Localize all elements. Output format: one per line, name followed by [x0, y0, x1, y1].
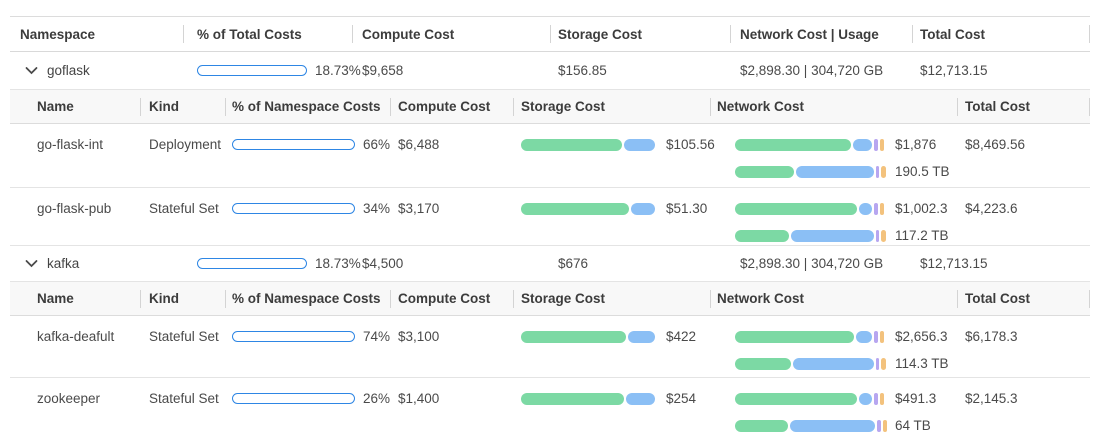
storage-cost-value: $156.85 — [558, 63, 607, 78]
workload-row-zookeeper[interactable]: zookeeper Stateful Set 26% $1,400 $254 — [10, 378, 1090, 436]
workload-kind: Stateful Set — [149, 329, 219, 344]
network-usage-value: 190.5 TB — [895, 164, 950, 179]
total-cost-value: $6,178.3 — [965, 329, 1018, 344]
namespace-cost-table: Namespace % of Total Costs Compute Cost … — [10, 16, 1090, 436]
network-usage-value: 117.2 TB — [895, 228, 949, 243]
pct-namespace-label: 66% — [363, 137, 391, 152]
namespace-row-kafka[interactable]: kafka 18.73% $4,500 $676 $2,898.30 | 304… — [10, 246, 1090, 282]
workload-name: kafka-deafult — [37, 329, 115, 344]
total-cost-value: $8,469.56 — [965, 137, 1026, 152]
storage-cost-value: $51.30 — [666, 201, 708, 216]
column-header-total: Total Cost — [957, 90, 1090, 123]
storage-cost-value: $105.56 — [666, 137, 715, 152]
storage-cost-bar — [521, 330, 656, 343]
storage-cost-bar — [521, 202, 656, 215]
workload-name: go-flask-int — [37, 137, 104, 152]
pct-namespace-label: 26% — [363, 391, 391, 406]
pct-namespace-bar — [232, 331, 355, 342]
namespace-row-goflask[interactable]: goflask 18.73% $9,658 $156.85 $2,898.30 … — [10, 52, 1090, 90]
workload-kind: Stateful Set — [149, 201, 219, 216]
network-cost-value: $1,002.3 — [895, 201, 948, 216]
column-header-pct-total: % of Total Costs — [183, 17, 352, 51]
column-header-kind: Kind — [140, 90, 225, 123]
network-cost-value: $2,656.3 — [895, 329, 948, 344]
chevron-down-icon[interactable] — [24, 259, 38, 268]
main-table-header: Namespace % of Total Costs Compute Cost … — [10, 16, 1090, 52]
network-cost-bar — [735, 392, 885, 405]
column-header-namespace: Namespace — [20, 26, 96, 42]
column-header-name: Name — [37, 291, 74, 306]
storage-cost-value: $676 — [558, 256, 589, 271]
compute-cost-value: $3,170 — [398, 201, 440, 216]
compute-cost-value: $9,658 — [362, 63, 404, 78]
workload-table-header: Name Kind % of Namespace Costs Compute C… — [10, 90, 1090, 124]
compute-cost-value: $1,400 — [398, 391, 440, 406]
namespace-name: kafka — [47, 256, 80, 271]
column-header-network-usage: Network Cost | Usage — [730, 17, 912, 51]
network-usage-value: 64 TB — [895, 418, 931, 433]
column-header-compute: Compute Cost — [352, 17, 550, 51]
workload-kind: Deployment — [149, 137, 222, 152]
network-usage-value: 114.3 TB — [895, 356, 949, 371]
network-cost-bar — [735, 330, 885, 343]
storage-cost-value: $422 — [666, 329, 697, 344]
column-header-compute: Compute Cost — [390, 282, 513, 315]
column-header-total: Total Cost — [957, 282, 1090, 315]
pct-total-bar — [197, 65, 307, 76]
network-usage-bar — [735, 229, 886, 242]
network-cost-value: $1,876 — [895, 137, 937, 152]
compute-cost-value: $4,500 — [362, 256, 404, 271]
network-usage-bar — [735, 165, 886, 178]
pct-total-label: 18.73% — [315, 63, 361, 78]
column-header-pct-namespace: % of Namespace Costs — [225, 90, 390, 123]
workload-name: go-flask-pub — [37, 201, 112, 216]
network-cost-usage-value: $2,898.30 | 304,720 GB — [740, 256, 884, 271]
column-header-name: Name — [37, 99, 74, 114]
total-cost-value: $12,713.15 — [920, 256, 988, 271]
total-cost-value: $2,145.3 — [965, 391, 1018, 406]
pct-namespace-label: 34% — [363, 201, 391, 216]
compute-cost-value: $6,488 — [398, 137, 440, 152]
workload-table-header: Name Kind % of Namespace Costs Compute C… — [10, 282, 1090, 316]
column-header-storage: Storage Cost — [513, 282, 710, 315]
column-header-compute: Compute Cost — [390, 90, 513, 123]
pct-namespace-bar — [232, 139, 355, 150]
storage-cost-bar — [521, 138, 656, 151]
network-cost-bar — [735, 138, 885, 151]
column-header-network: Network Cost — [710, 90, 957, 123]
column-header-kind: Kind — [140, 282, 225, 315]
namespace-name: goflask — [47, 63, 90, 78]
compute-cost-value: $3,100 — [398, 329, 440, 344]
column-header-storage: Storage Cost — [513, 90, 710, 123]
network-cost-value: $491.3 — [895, 391, 937, 406]
network-cost-usage-value: $2,898.30 | 304,720 GB — [740, 63, 884, 78]
chevron-down-icon[interactable] — [24, 66, 38, 75]
workload-kind: Stateful Set — [149, 391, 219, 406]
column-header-total: Total Cost — [912, 17, 1090, 51]
workload-row-go-flask-pub[interactable]: go-flask-pub Stateful Set 34% $3,170 $51… — [10, 188, 1090, 246]
total-cost-value: $12,713.15 — [920, 63, 988, 78]
column-header-network: Network Cost — [710, 282, 957, 315]
pct-namespace-bar — [232, 393, 355, 404]
column-header-pct-namespace: % of Namespace Costs — [225, 282, 390, 315]
workload-name: zookeeper — [37, 391, 101, 406]
storage-cost-value: $254 — [666, 391, 697, 406]
storage-cost-bar — [521, 392, 656, 405]
network-usage-bar — [735, 357, 886, 370]
pct-total-bar — [197, 258, 307, 269]
workload-row-go-flask-int[interactable]: go-flask-int Deployment 66% $6,488 $105.… — [10, 124, 1090, 188]
pct-namespace-bar — [232, 203, 355, 214]
network-cost-bar — [735, 202, 885, 215]
workload-row-kafka-deafult[interactable]: kafka-deafult Stateful Set 74% $3,100 $4… — [10, 316, 1090, 378]
pct-namespace-label: 74% — [363, 329, 391, 344]
pct-total-label: 18.73% — [315, 256, 361, 271]
total-cost-value: $4,223.6 — [965, 201, 1018, 216]
column-header-storage: Storage Cost — [550, 17, 730, 51]
network-usage-bar — [735, 419, 888, 432]
